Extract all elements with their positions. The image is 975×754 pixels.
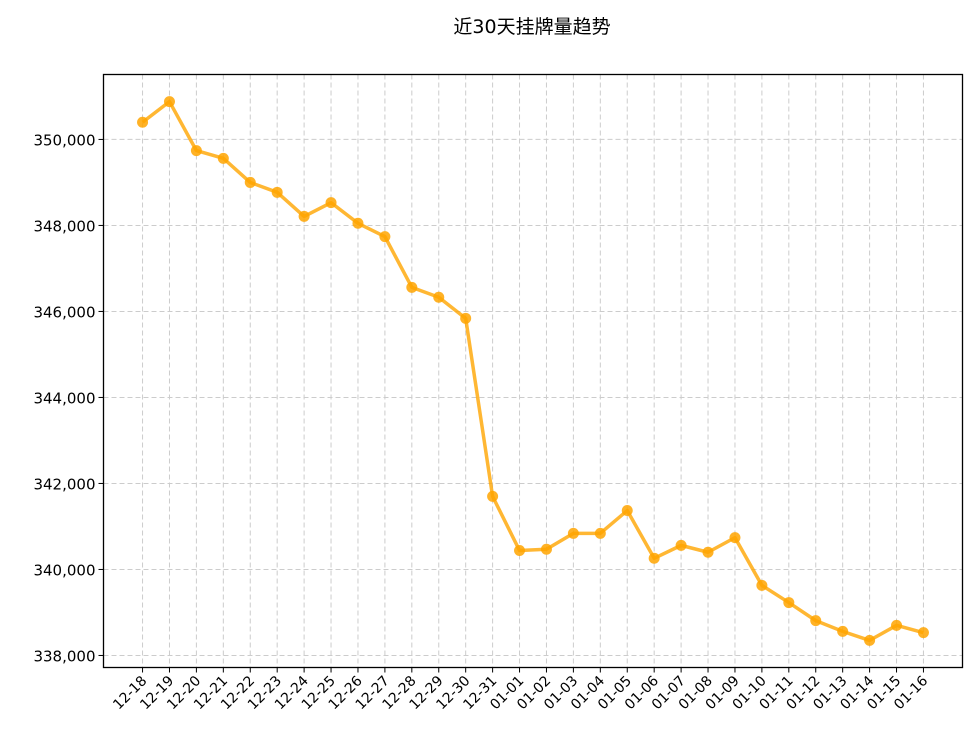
grid (103, 74, 963, 668)
data-line (141, 99, 924, 643)
plot-frame (102, 73, 964, 669)
data-point (917, 627, 929, 639)
data-point (271, 186, 283, 198)
chart-title: 近30天挂牌量趋势 (453, 16, 610, 38)
y-tick-label: 338,000 (33, 647, 95, 665)
data-point (783, 597, 795, 609)
data-point (379, 231, 391, 243)
y-tick-label: 342,000 (33, 475, 95, 493)
data-point (864, 634, 876, 646)
data-point (648, 552, 660, 564)
series-line (137, 96, 929, 646)
data-point (891, 619, 903, 631)
data-point (756, 579, 768, 591)
y-tick-label: 344,000 (33, 389, 95, 407)
data-point (406, 281, 418, 293)
data-point (702, 546, 714, 558)
data-point (729, 532, 741, 544)
y-tick-label: 340,000 (33, 561, 95, 579)
data-point (837, 625, 849, 637)
data-point (433, 291, 445, 303)
data-point (163, 96, 175, 108)
data-point (594, 527, 606, 539)
data-point (298, 210, 310, 222)
y-tick-label: 346,000 (33, 303, 95, 321)
x-axis: 12-1812-1912-2012-2112-2212-2312-2412-25… (110, 667, 931, 713)
data-point (217, 152, 229, 164)
data-point (460, 312, 472, 324)
data-point (621, 505, 633, 517)
data-point (190, 145, 202, 157)
y-axis: 338,000 340,000 342,000 344,000 346,000 348,0… (33, 131, 104, 665)
data-point (675, 539, 687, 551)
data-point (137, 116, 149, 128)
data-point (244, 176, 256, 188)
data-point (487, 490, 499, 502)
data-point (514, 545, 526, 557)
y-tick-label: 348,000 (33, 217, 95, 235)
data-point (325, 197, 337, 209)
data-point (567, 527, 579, 539)
data-point (810, 615, 822, 627)
data-point (352, 217, 364, 229)
y-tick-label: 350,000 (33, 131, 95, 149)
data-point (540, 543, 552, 555)
